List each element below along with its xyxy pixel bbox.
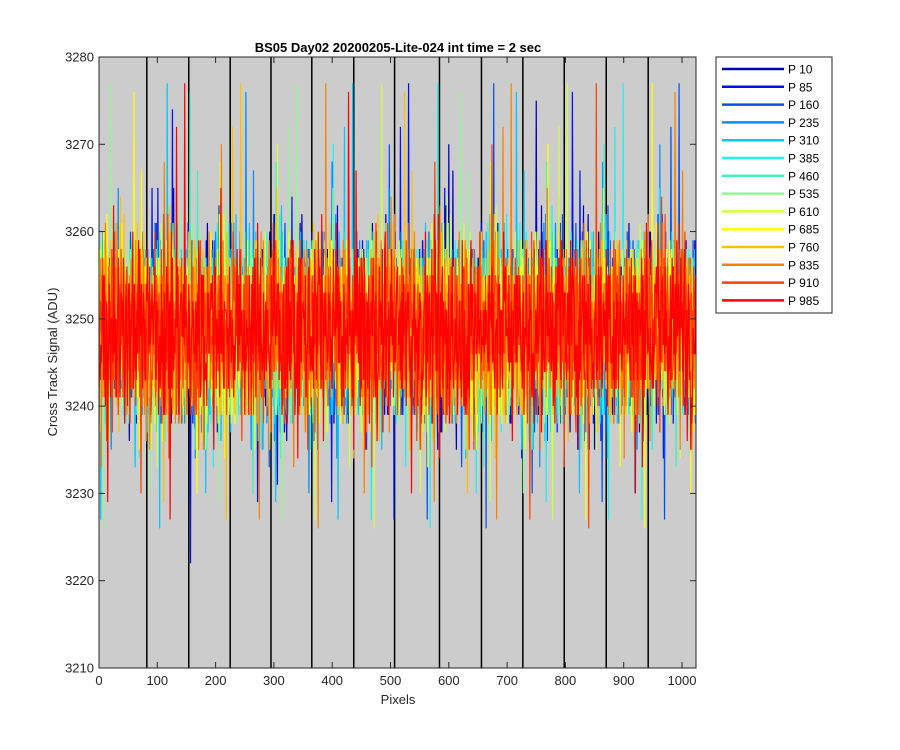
series-lines	[99, 83, 696, 564]
legend-label: P 460	[788, 169, 819, 183]
legend-label: P 160	[788, 98, 819, 112]
x-tick-label: 400	[321, 673, 343, 688]
y-tick-label: 3270	[65, 137, 94, 152]
y-tick-label: 3240	[65, 399, 94, 414]
y-axis: 3210 3220 3230 3240 3250 3260 3270 3280	[65, 50, 696, 676]
legend-label: P 760	[788, 241, 819, 255]
y-tick-label: 3250	[65, 311, 94, 326]
legend-label: P 310	[788, 134, 819, 148]
series-line-p985	[99, 83, 696, 520]
legend-label: P 610	[788, 205, 819, 219]
legend-label: P 235	[788, 116, 819, 130]
y-tick-label: 3260	[65, 224, 94, 239]
y-tick-label: 3230	[65, 486, 94, 501]
y-axis-label: Cross Track Signal (ADU)	[45, 288, 60, 437]
x-tick-label: 200	[205, 673, 227, 688]
legend-label: P 385	[788, 152, 819, 166]
plot-frame	[98, 56, 697, 669]
legend-label: P 535	[788, 187, 819, 201]
x-axis-label: Pixels	[381, 692, 416, 707]
legend-box	[715, 56, 833, 314]
x-tick-label: 0	[95, 673, 102, 688]
legend-label: P 910	[788, 276, 819, 290]
x-tick-label: 300	[263, 673, 285, 688]
y-tick-label: 3280	[65, 50, 94, 65]
legend-label: P 10	[788, 63, 813, 77]
legend-label: P 685	[788, 223, 819, 237]
x-axis: 0 100 200 300 400 500 600 700 800 900 1000	[95, 57, 696, 688]
legend: P 10 P 85 P 160 P 235 P 310 P 385 P 460 P 535 P …	[715, 56, 833, 314]
x-tick-label: 900	[613, 673, 635, 688]
y-tick-label: 3220	[65, 573, 94, 588]
x-tick-label: 100	[146, 673, 168, 688]
x-tick-label: 1000	[668, 673, 697, 688]
legend-label: P 85	[788, 80, 813, 94]
x-tick-label: 700	[496, 673, 518, 688]
x-tick-label: 600	[438, 673, 460, 688]
chart-title: BS05 Day02 20200205-Lite-024 int time = …	[255, 40, 542, 55]
x-tick-label: 500	[380, 673, 402, 688]
y-tick-label: 3210	[65, 661, 94, 676]
x-tick-label: 800	[555, 673, 577, 688]
legend-label: P 985	[788, 294, 819, 308]
legend-label: P 835	[788, 258, 819, 272]
